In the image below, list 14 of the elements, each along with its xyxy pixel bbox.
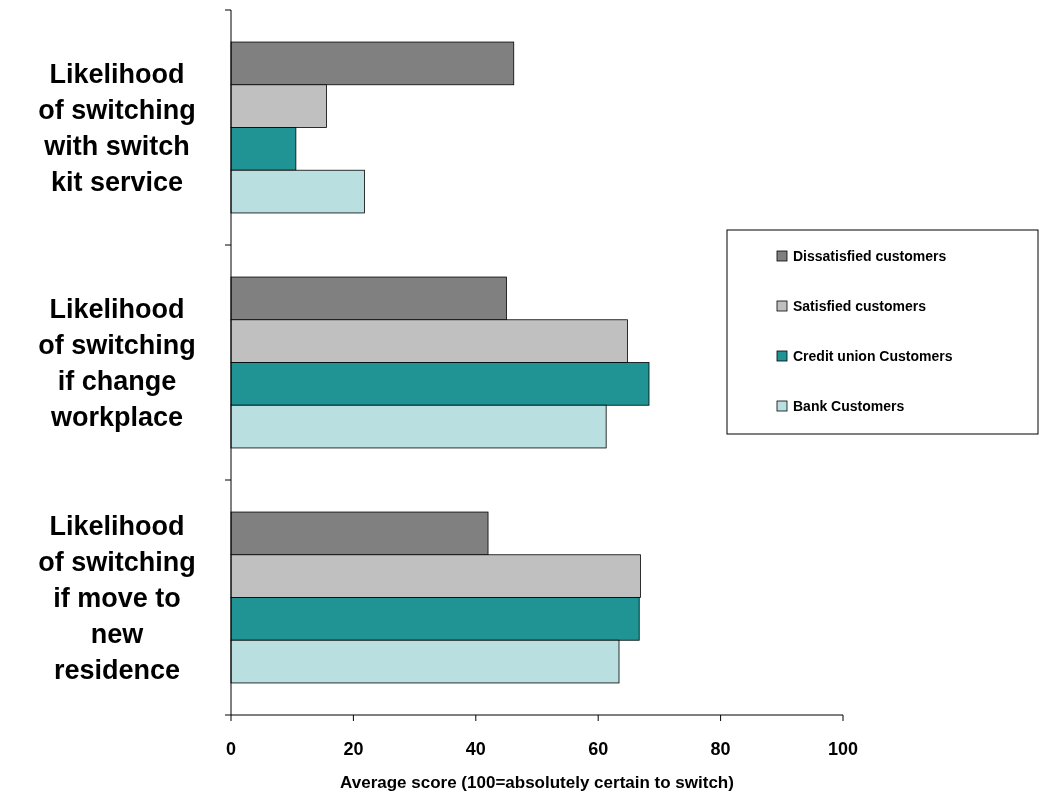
x-tick-label: 40 bbox=[465, 739, 486, 759]
x-tick-label: 60 bbox=[588, 739, 609, 759]
x-tick-label: 0 bbox=[225, 739, 237, 759]
legend-label: Satisfied customers bbox=[793, 298, 927, 314]
x-axis-title: Average score (100=absolutely certain to switch) bbox=[340, 773, 734, 792]
legend-label: Bank Customers bbox=[793, 398, 905, 414]
y-tick-label: Likelihood of switching if move to new residence bbox=[38, 510, 196, 685]
legend-label: Dissatisfied customers bbox=[793, 248, 947, 264]
x-tick-label: 20 bbox=[343, 739, 364, 759]
y-tick-label: Likelihood of switching with switch kit service bbox=[38, 58, 196, 197]
legend-label: Credit union Customers bbox=[793, 348, 953, 364]
x-tick-label: 80 bbox=[710, 739, 731, 759]
x-tick-label: 100 bbox=[827, 739, 859, 759]
y-tick-label: Likelihood of switching if change workplace bbox=[38, 293, 196, 432]
